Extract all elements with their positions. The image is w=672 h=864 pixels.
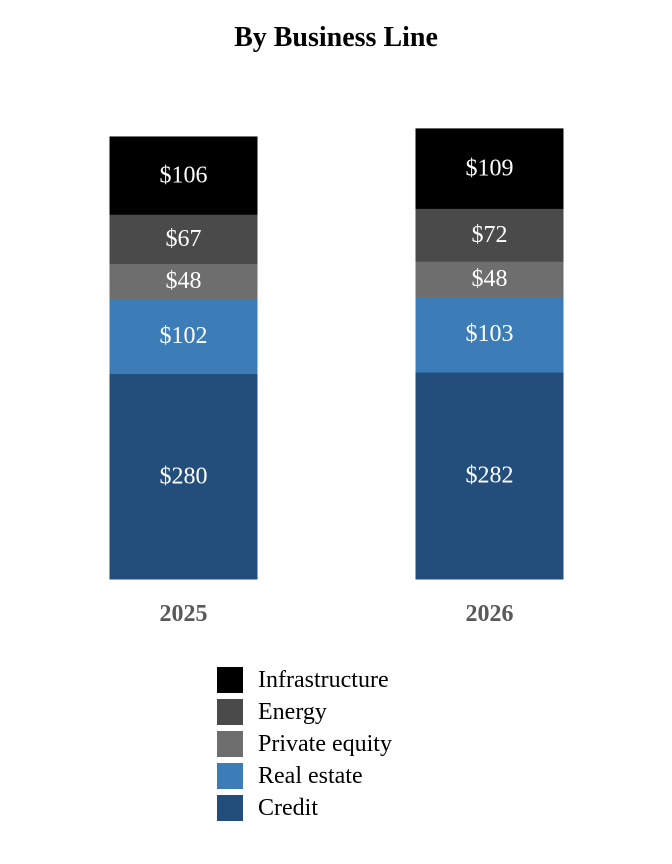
legend-label-infrastructure: Infrastructure <box>258 666 389 693</box>
bar-segment-infrastructure-2026 <box>415 128 564 209</box>
bar-segment-credit-2025 <box>109 373 258 580</box>
data-label-credit-2026: $282 <box>466 463 514 489</box>
category-labels: 2025 2026 <box>160 601 514 627</box>
legend-item-private-equity: Private equity <box>217 728 392 760</box>
data-label-real-estate-2025: $102 <box>160 323 208 349</box>
data-label-private-equity-2026: $48 <box>472 266 508 292</box>
legend-item-infrastructure: Infrastructure <box>217 664 392 696</box>
data-label-infrastructure-2025: $106 <box>160 162 208 188</box>
legend-swatch-infrastructure <box>217 667 243 693</box>
legend-item-credit: Credit <box>217 792 392 824</box>
data-label-private-equity-2025: $48 <box>166 268 202 294</box>
legend-item-real-estate: Real estate <box>217 760 392 792</box>
data-label-credit-2025: $280 <box>160 463 208 489</box>
data-label-energy-2025: $67 <box>166 226 202 252</box>
data-label-real-estate-2026: $103 <box>466 321 514 347</box>
legend-swatch-credit <box>217 795 243 821</box>
legend-item-energy: Energy <box>217 696 392 728</box>
legend-swatch-real-estate <box>217 763 243 789</box>
legend-label-private-equity: Private equity <box>258 730 392 757</box>
bar-segment-energy-2025 <box>109 214 258 264</box>
bar-segment-credit-2026 <box>415 372 564 580</box>
data-label-energy-2026: $72 <box>472 222 508 248</box>
bar-segment-private-equity-2026 <box>415 261 564 297</box>
legend-label-energy: Energy <box>258 698 327 725</box>
category-label-2025: 2025 <box>160 601 208 627</box>
bars-layer <box>109 128 564 580</box>
bar-segment-private-equity-2025 <box>109 263 258 300</box>
bar-segment-real-estate-2025 <box>109 298 258 375</box>
bar-segment-real-estate-2026 <box>415 296 564 373</box>
legend-label-credit: Credit <box>258 794 318 821</box>
bar-segment-energy-2026 <box>415 208 564 262</box>
legend-swatch-private-equity <box>217 731 243 757</box>
chart-title: By Business Line <box>234 22 438 53</box>
legend-label-real-estate: Real estate <box>258 762 363 789</box>
bar-segment-infrastructure-2025 <box>109 136 258 215</box>
legend-swatch-energy <box>217 699 243 725</box>
legend: Infrastructure Energy Private equity Real e… <box>217 664 392 824</box>
data-label-infrastructure-2026: $109 <box>466 155 514 181</box>
category-label-2026: 2026 <box>466 601 514 627</box>
labels-layer: $280 $102 $48 $67 $106 $282 $103 $48 $72 $109 <box>160 155 514 489</box>
